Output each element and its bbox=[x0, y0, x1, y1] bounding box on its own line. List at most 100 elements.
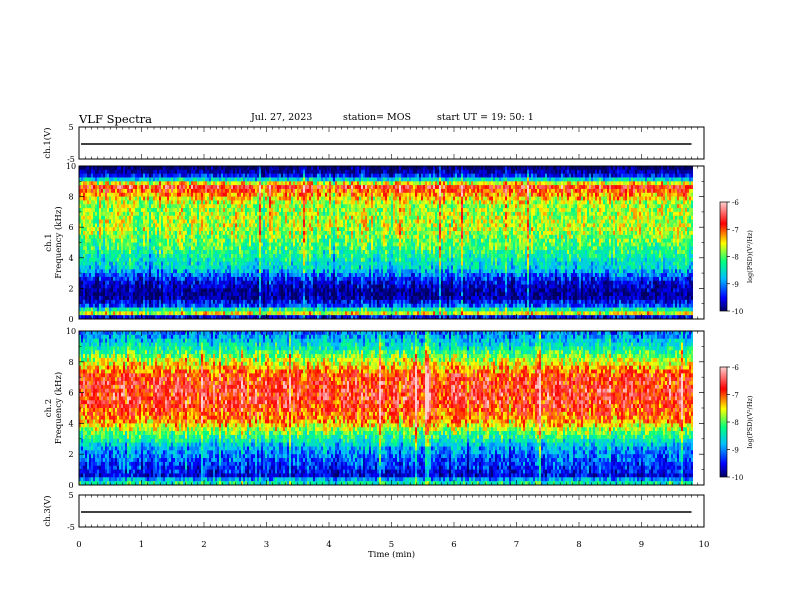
spectrogram-cell bbox=[315, 253, 317, 259]
spectrogram-cell bbox=[299, 269, 301, 274]
spectrogram-cell bbox=[121, 177, 123, 182]
spectrogram-cell bbox=[127, 227, 129, 232]
spectrogram-cell bbox=[201, 219, 203, 224]
spectrogram-cell bbox=[107, 296, 109, 301]
spectrogram-cell bbox=[129, 253, 131, 259]
spectrogram-cell bbox=[249, 219, 251, 224]
spectrogram-cell bbox=[211, 208, 213, 213]
spectrogram-cell bbox=[265, 166, 267, 171]
spectrogram-cell bbox=[295, 169, 297, 174]
spectrogram-cell bbox=[139, 280, 141, 285]
spectrogram-cell bbox=[265, 234, 267, 239]
spectrogram-cell bbox=[87, 215, 89, 220]
spectrogram-cell bbox=[95, 188, 97, 194]
spectrogram-cell bbox=[91, 204, 93, 209]
spectrogram-cell bbox=[217, 234, 219, 239]
spectrogram-cell bbox=[215, 215, 217, 220]
spectrogram-cell bbox=[225, 211, 227, 217]
spectrogram-cell bbox=[241, 276, 243, 282]
spectrogram-cell bbox=[175, 307, 177, 312]
spectrogram-cell bbox=[141, 234, 143, 239]
spectrogram-cell bbox=[283, 276, 285, 282]
spectrogram-cell bbox=[285, 296, 287, 301]
spectrogram-cell bbox=[197, 196, 199, 201]
spectrogram-cell bbox=[221, 185, 223, 190]
spectrogram-cell bbox=[261, 231, 263, 236]
spectrogram-cell bbox=[241, 257, 243, 262]
spectrogram-cell bbox=[95, 311, 97, 316]
spectrogram-cell bbox=[307, 311, 309, 316]
spectrogram-cell bbox=[163, 204, 165, 209]
spectrogram-cell bbox=[203, 231, 205, 236]
spectrogram-cell bbox=[291, 242, 293, 247]
spectrogram-cell bbox=[79, 315, 81, 320]
spectrogram-cell bbox=[195, 215, 197, 220]
spectrogram-cell bbox=[201, 173, 203, 178]
spectrogram-cell bbox=[119, 227, 121, 232]
spectrogram-cell bbox=[313, 234, 315, 239]
spectrogram-cell bbox=[189, 211, 191, 217]
spectrogram-cell bbox=[89, 288, 91, 293]
spectrogram-cell bbox=[191, 315, 193, 320]
spectrogram-cell bbox=[249, 173, 251, 178]
spectrogram-cell bbox=[115, 227, 117, 232]
spectrogram-cell bbox=[137, 231, 139, 236]
spectrogram-cell bbox=[107, 177, 109, 182]
spectrogram-cell bbox=[283, 208, 285, 213]
spectrogram-cell bbox=[81, 284, 83, 289]
spectrogram-cell bbox=[231, 296, 233, 301]
spectrogram-cell bbox=[299, 234, 301, 239]
spectrogram-cell bbox=[221, 181, 223, 186]
spectrogram-cell bbox=[251, 185, 253, 190]
spectrogram-cell bbox=[173, 169, 175, 174]
spectrogram-cell bbox=[119, 242, 121, 247]
spectrogram-cell bbox=[283, 204, 285, 209]
spectrogram-cell bbox=[83, 315, 85, 320]
spectrogram-cell bbox=[297, 269, 299, 274]
spectrogram-cell bbox=[285, 231, 287, 236]
spectrogram-cell bbox=[199, 234, 201, 239]
spectrogram-cell bbox=[191, 265, 193, 270]
spectrogram-cell bbox=[293, 185, 295, 190]
spectrogram-cell bbox=[245, 196, 247, 201]
spectrogram-cell bbox=[277, 276, 279, 282]
spectrogram-cell bbox=[205, 261, 207, 266]
spectrogram-cell bbox=[161, 231, 163, 236]
spectrogram-cell bbox=[247, 303, 249, 308]
spectrogram-cell bbox=[175, 280, 177, 285]
spectrogram-cell bbox=[185, 307, 187, 312]
spectrogram-cell bbox=[233, 292, 235, 297]
spectrogram-cell bbox=[307, 296, 309, 301]
spectrogram-cell bbox=[305, 177, 307, 182]
spectrogram-cell bbox=[131, 200, 133, 205]
spectrogram-cell bbox=[213, 265, 215, 270]
spectrogram-cell bbox=[171, 181, 173, 186]
spectrogram-cell bbox=[229, 253, 231, 259]
spectrogram-cell bbox=[305, 265, 307, 270]
spectrogram-cell bbox=[269, 288, 271, 293]
spectrogram-cell bbox=[227, 166, 229, 171]
spectrogram-cell bbox=[251, 223, 253, 228]
spectrogram-cell bbox=[133, 250, 135, 255]
spectrogram-cell bbox=[155, 311, 157, 316]
spectrogram-cell bbox=[225, 181, 227, 186]
spectrogram-cell bbox=[243, 315, 245, 320]
spectrogram-cell bbox=[135, 292, 137, 297]
spectrogram-cell bbox=[241, 223, 243, 228]
spectrogram-cell bbox=[257, 234, 259, 239]
spectrogram-cell bbox=[145, 299, 147, 305]
spectrogram-cell bbox=[85, 238, 87, 243]
spectrogram-cell bbox=[131, 231, 133, 236]
spectrogram-cell bbox=[293, 188, 295, 194]
spectrogram-cell bbox=[111, 177, 113, 182]
spectrogram-cell bbox=[213, 200, 215, 205]
spectrogram-cell bbox=[305, 269, 307, 274]
spectrogram-cell bbox=[247, 265, 249, 270]
spectrogram-cell bbox=[137, 177, 139, 182]
spectrogram-cell bbox=[229, 215, 231, 220]
spectrogram-cell bbox=[257, 311, 259, 316]
spectrogram-cell bbox=[115, 257, 117, 262]
spectrogram-cell bbox=[93, 257, 95, 262]
spectrogram-cell bbox=[229, 250, 231, 255]
spectrogram-cell bbox=[267, 211, 269, 217]
